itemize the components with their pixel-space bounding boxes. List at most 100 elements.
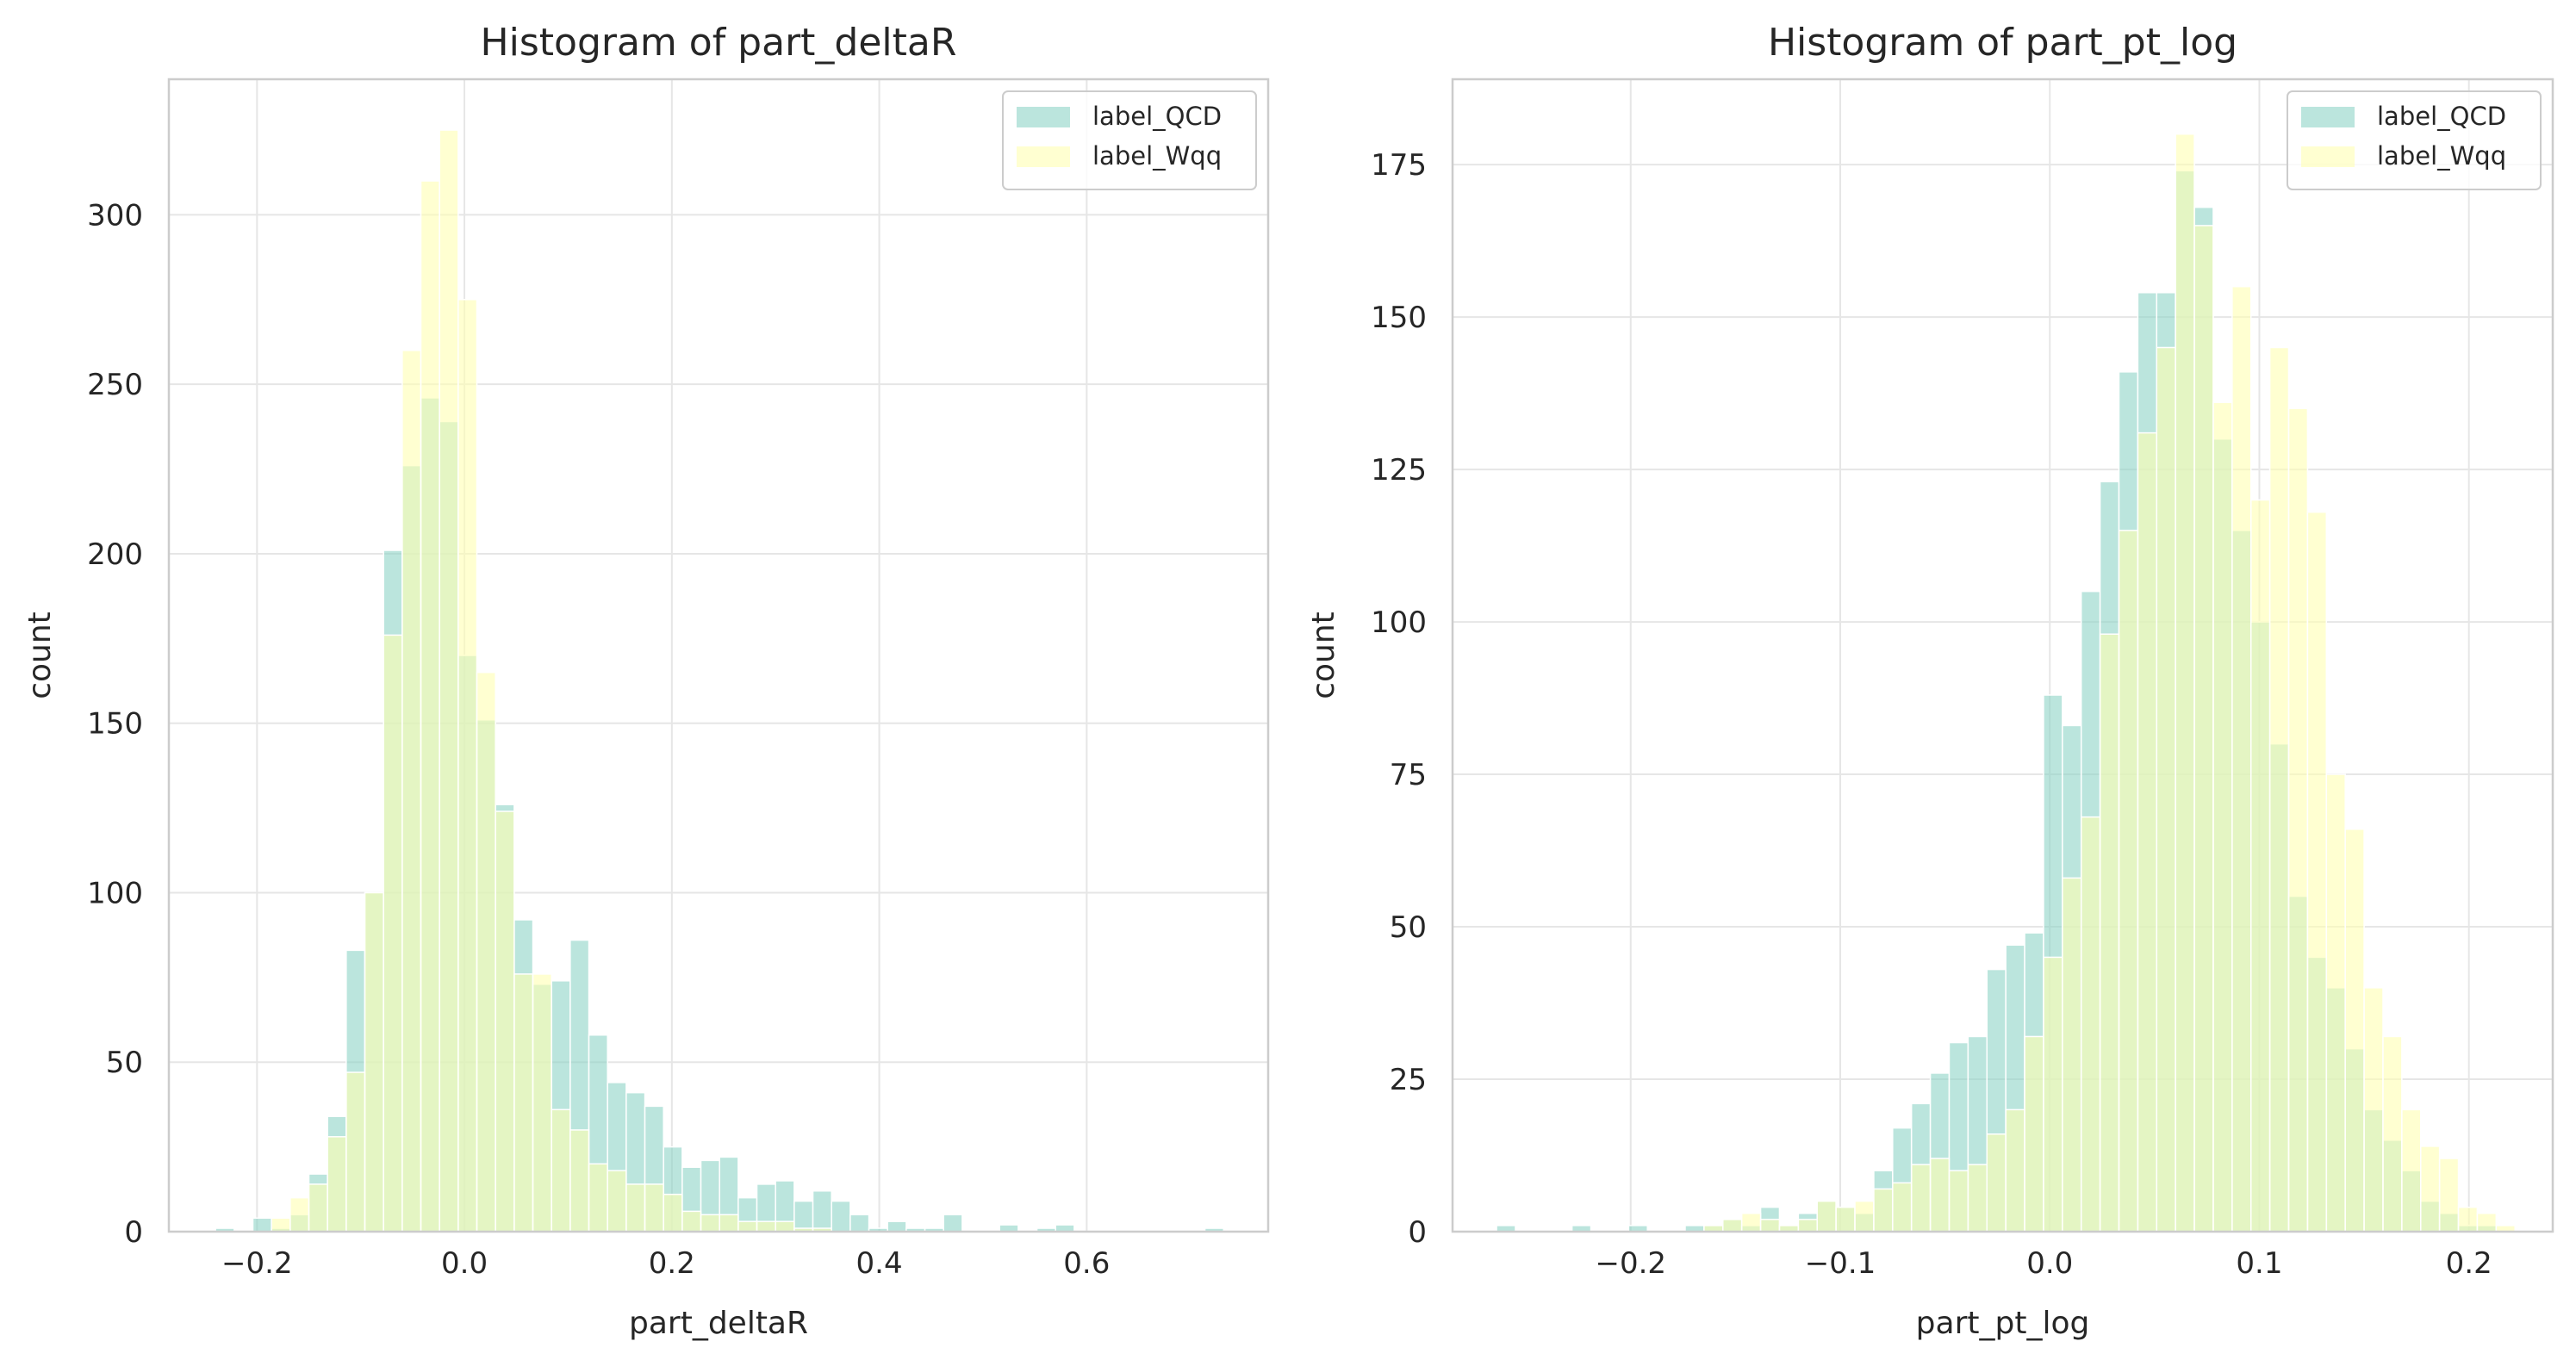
bar-label-wqq — [476, 671, 496, 1233]
legend-swatch — [2301, 107, 2355, 127]
histogram-part-pt-log: −0.2 −0.1 0.0 0.1 0.2 0 25 50 75 100 125 150 175 Hist… — [1306, 21, 2554, 1341]
bar-label-wqq — [2306, 511, 2328, 1233]
y-tick-label: 25 — [1390, 1063, 1427, 1097]
bar-label-wqq — [2137, 432, 2158, 1233]
bar-label-wqq — [1722, 1219, 1743, 1233]
bar-label-wqq — [700, 1214, 720, 1233]
bar-label-wqq — [2325, 773, 2346, 1233]
y-tick-label: 75 — [1390, 758, 1427, 792]
chart-title: Histogram of part_pt_log — [1768, 21, 2237, 65]
bar-label-wqq — [607, 1170, 627, 1233]
x-tick-label: −0.2 — [1595, 1246, 1666, 1281]
bar-label-wqq — [2193, 225, 2214, 1233]
bar-label-wqq — [681, 1210, 702, 1233]
bar-label-wqq — [495, 810, 515, 1233]
bar-label-wqq — [569, 1129, 590, 1233]
bar-label-wqq — [2382, 1035, 2403, 1233]
bar-label-wqq — [2268, 346, 2290, 1233]
bar-label-wqq — [2476, 1213, 2498, 1233]
y-tick-label: 100 — [87, 876, 143, 910]
bar-label-qcd — [831, 1200, 851, 1233]
legend-label: label_QCD — [1092, 102, 1222, 131]
bar-label-wqq — [1910, 1164, 1932, 1233]
x-tick-label: 0.4 — [856, 1246, 903, 1281]
bar-label-wqq — [2043, 956, 2063, 1233]
bar-label-wqq — [2231, 285, 2252, 1233]
bar-label-wqq — [2156, 346, 2176, 1233]
bar-label-wqq — [513, 973, 534, 1233]
bar-label-wqq — [327, 1136, 347, 1233]
legend-swatch — [2301, 146, 2355, 167]
legend-label: label_QCD — [2377, 102, 2506, 131]
bar-label-wqq — [1797, 1219, 1818, 1233]
bar-label-wqq — [2118, 530, 2139, 1233]
bar-label-wqq — [2438, 1158, 2460, 1233]
bar-label-wqq — [2005, 1108, 2025, 1233]
bar-label-wqq — [383, 634, 403, 1233]
x-tick-label: 0.6 — [1063, 1246, 1110, 1281]
bar-label-wqq — [289, 1196, 310, 1233]
bar-label-wqq — [756, 1220, 776, 1233]
legend-label: label_Wqq — [2377, 141, 2506, 171]
y-tick-label: 150 — [87, 707, 143, 742]
y-tick-label: 0 — [124, 1215, 143, 1250]
bar-label-wqq — [775, 1220, 795, 1233]
bar-label-wqq — [551, 1108, 571, 1233]
bar-label-wqq — [1967, 1164, 1988, 1233]
legend-swatch — [1017, 107, 1070, 127]
bar-label-wqq — [2457, 1206, 2479, 1233]
bar-label-wqq — [1892, 1182, 1913, 1233]
x-axis-label: part_deltaR — [629, 1306, 808, 1341]
y-tick-label: 50 — [106, 1046, 143, 1080]
bar-label-wqq — [719, 1214, 739, 1233]
bar-label-qcd — [887, 1220, 907, 1233]
bar-label-wqq — [532, 973, 552, 1233]
bar-label-qcd — [849, 1214, 870, 1233]
bar-label-wqq — [1854, 1200, 1875, 1233]
legend: label_QCD label_Wqq — [2287, 90, 2542, 190]
bar-label-wqq — [420, 180, 440, 1233]
bar-label-wqq — [2099, 633, 2120, 1233]
bar-label-wqq — [2212, 401, 2233, 1233]
bar-label-wqq — [364, 891, 384, 1233]
bar-label-wqq — [345, 1071, 366, 1233]
y-tick-label: 250 — [87, 368, 143, 402]
histogram-part-deltaR: −0.2 0.0 0.2 0.4 0.6 0 50 100 150 200 250 300 Histog… — [22, 21, 1270, 1341]
y-tick-label: 150 — [1371, 301, 1427, 335]
bar-label-wqq — [2249, 499, 2271, 1233]
x-tick-label: 0.0 — [2026, 1246, 2073, 1281]
bar-label-wqq — [1835, 1206, 1856, 1233]
bar-label-wqq — [2024, 1035, 2044, 1233]
bar-label-wqq — [1948, 1170, 1969, 1233]
bar-label-wqq — [663, 1193, 683, 1233]
chart-title: Histogram of part_deltaR — [481, 21, 957, 65]
bar-label-wqq — [2401, 1108, 2422, 1233]
x-axis-label: part_pt_log — [1916, 1306, 2090, 1341]
bar-label-qcd — [793, 1200, 814, 1233]
bar-label-qcd — [252, 1217, 272, 1233]
bar-label-wqq — [439, 129, 459, 1233]
bar-label-wqq — [2080, 816, 2101, 1233]
y-tick-label: 100 — [1371, 605, 1427, 640]
y-tick-label: 300 — [87, 198, 143, 233]
x-tick-label: 0.1 — [2236, 1246, 2282, 1281]
y-tick-label: 50 — [1390, 910, 1427, 945]
bar-label-wqq — [1816, 1200, 1837, 1233]
plot-frame — [1451, 78, 2554, 1233]
x-tick-label: 0.0 — [441, 1246, 488, 1281]
bar-label-wqq — [737, 1220, 758, 1233]
bar-label-wqq — [2287, 407, 2309, 1233]
y-tick-label: 125 — [1371, 453, 1427, 487]
bar-label-wqq — [457, 299, 478, 1233]
x-tick-label: −0.1 — [1805, 1246, 1876, 1281]
y-tick-label: 0 — [1408, 1215, 1427, 1250]
legend-swatch — [1017, 146, 1070, 167]
plot-frame — [167, 78, 1270, 1233]
bar-label-wqq — [588, 1163, 608, 1233]
legend-label: label_Wqq — [1092, 141, 1222, 171]
bar-label-wqq — [2420, 1146, 2441, 1233]
y-tick-label: 200 — [87, 537, 143, 572]
bar-label-wqq — [1740, 1213, 1762, 1233]
bar-label-wqq — [2363, 987, 2384, 1233]
